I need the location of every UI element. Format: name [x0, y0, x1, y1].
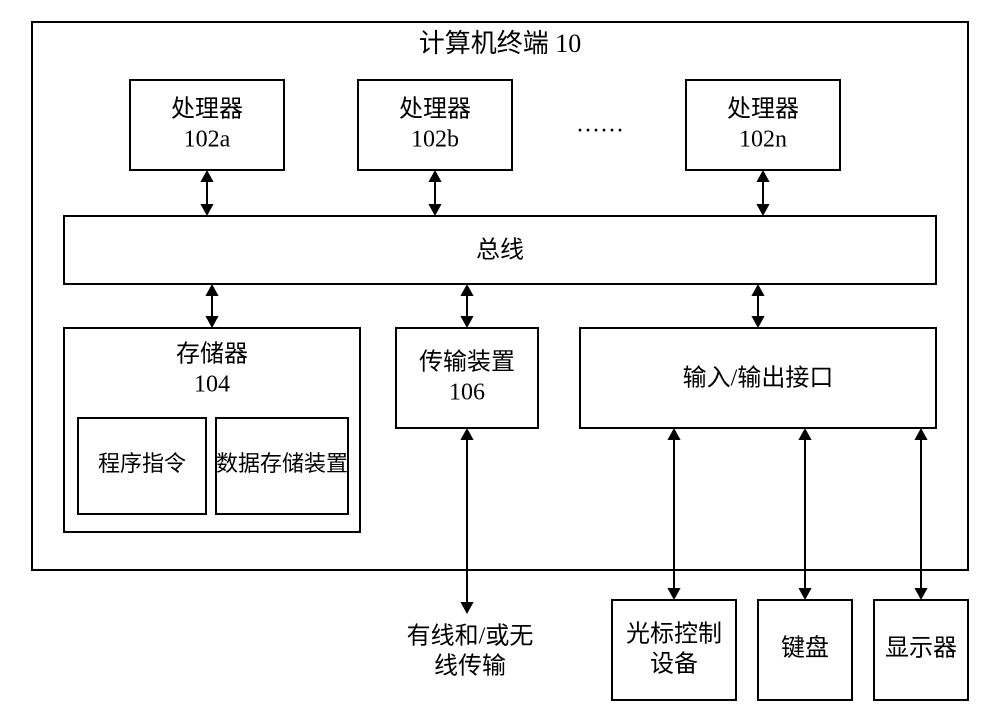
processor-box-2 — [686, 80, 840, 170]
processor-id: 102b — [411, 127, 459, 153]
ellipsis: …… — [576, 112, 624, 138]
memory-id: 104 — [194, 372, 230, 398]
io-label: 输入/输出接口 — [683, 365, 834, 392]
arrowhead-down — [914, 588, 927, 600]
arrowhead-down — [667, 588, 680, 600]
device-box-0 — [612, 600, 736, 700]
arrowhead-down — [460, 602, 473, 614]
device-label: 光标控制 — [626, 621, 722, 648]
wire-label: 线传输 — [434, 653, 506, 680]
transmit-id: 106 — [449, 380, 485, 406]
title: 计算机终端 10 — [419, 29, 582, 58]
processor-label: 处理器 — [171, 96, 243, 123]
processor-label: 处理器 — [399, 96, 471, 123]
memory-inner-label: 数据存储装置 — [216, 451, 348, 476]
memory-inner-label: 程序指令 — [98, 451, 186, 476]
bus-label: 总线 — [476, 237, 524, 264]
arrowhead-down — [798, 588, 811, 600]
processor-id: 102a — [184, 127, 231, 153]
transmit-box — [396, 328, 538, 428]
diagram-canvas: 计算机终端 10 处理器 102a 处理器 102b 处理器 102n …… 总线存储器 104 程… — [0, 0, 1000, 728]
transmit-label: 传输装置 — [419, 349, 515, 376]
processor-label: 处理器 — [727, 96, 799, 123]
wire-label: 有线和/或无 — [407, 623, 534, 650]
processor-id: 102n — [739, 127, 787, 153]
memory-label: 存储器 — [176, 341, 248, 368]
processor-box-1 — [358, 80, 512, 170]
processor-box-0 — [130, 80, 284, 170]
device-label: 设备 — [650, 651, 698, 678]
device-label: 显示器 — [885, 636, 957, 662]
device-label: 键盘 — [781, 635, 829, 662]
